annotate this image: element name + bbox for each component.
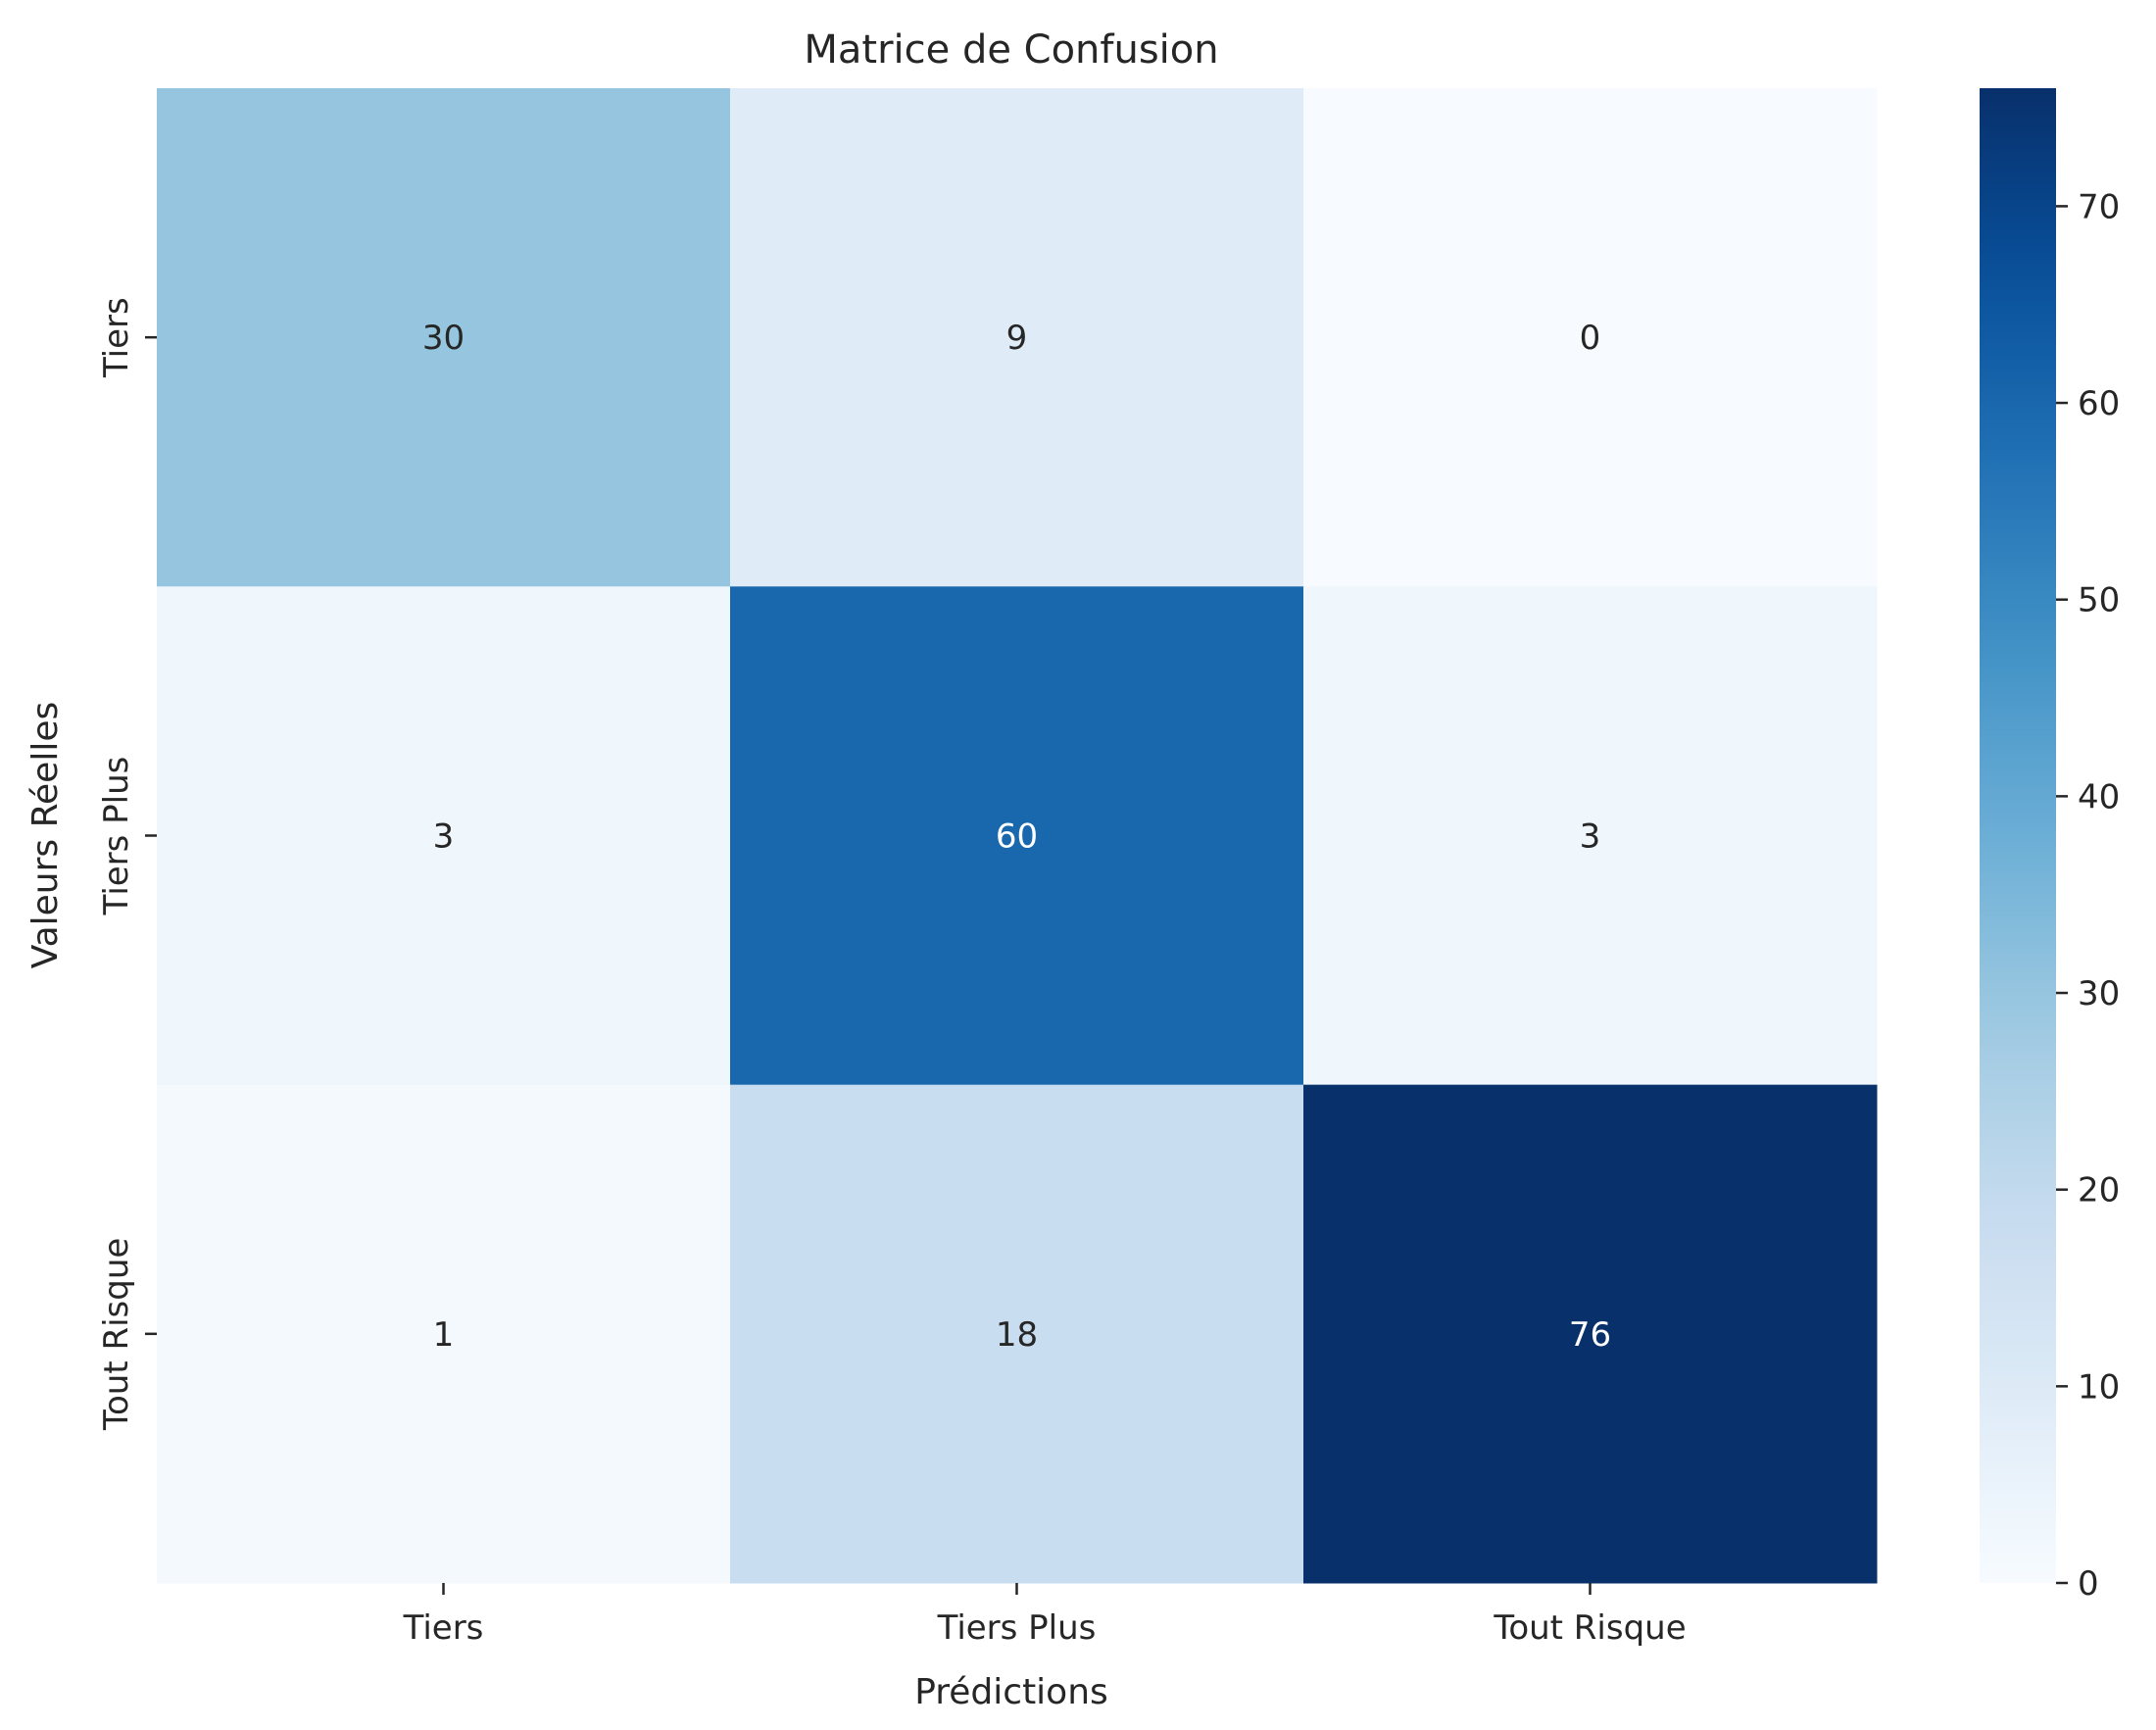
cell-value-r0-c0: 30: [422, 319, 465, 358]
cell-value-r2-c0: 1: [433, 1315, 455, 1355]
x-tick-label-tiers-plus: Tiers Plus: [937, 1608, 1097, 1648]
heatmap-cell-r2-c2: [1303, 1084, 1878, 1584]
colorbar-tick-label-0: 0: [2078, 1564, 2099, 1604]
heatmap-cell-r1-c1: [730, 586, 1304, 1086]
chart-title: Matrice de Confusion: [804, 27, 1218, 73]
x-tick-label-tiers: Tiers: [403, 1608, 484, 1648]
heatmap-cell-r1-c0: [157, 586, 731, 1086]
heatmap-cell-labels: 30 9 0 3 60 3 1 18 76: [422, 319, 1611, 1355]
x-axis-label: Prédictions: [914, 1672, 1108, 1712]
colorbar-tick-label-40: 40: [2078, 777, 2120, 816]
cell-value-r0-c1: 9: [1006, 319, 1028, 358]
cell-value-r1-c0: 3: [433, 817, 455, 857]
colorbar-tick-label-60: 60: [2078, 384, 2120, 423]
colorbar-tick-label-70: 70: [2078, 187, 2120, 226]
x-axis-ticks: Tiers Tiers Plus Tout Risque: [403, 1583, 1687, 1648]
colorbar-tick-label-50: 50: [2078, 581, 2120, 620]
y-tick-label-tiers-plus: Tiers Plus: [97, 757, 136, 916]
y-axis-label: Valeurs Réelles: [25, 702, 66, 968]
heatmap-cell-r0-c1: [730, 88, 1304, 587]
x-tick-label-tout-risque: Tout Risque: [1493, 1608, 1686, 1648]
heatmap-cell-r1-c2: [1303, 586, 1878, 1086]
colorbar-tick-label-30: 30: [2078, 974, 2120, 1013]
cell-value-r1-c2: 3: [1580, 817, 1601, 857]
heatmap-cell-r0-c2: [1303, 88, 1878, 587]
y-tick-label-tiers: Tiers: [97, 297, 136, 378]
cell-value-r0-c2: 0: [1580, 319, 1601, 358]
heatmap-cell-r2-c1: [730, 1084, 1304, 1584]
heatmap-cell-r0-c0: [157, 88, 731, 587]
colorbar: 0 10 20 30 40 50 60 70: [1980, 88, 2120, 1604]
heatmap-cell-r2-c0: [157, 1084, 731, 1584]
colorbar-tick-label-20: 20: [2078, 1171, 2120, 1211]
colorbar-tick-label-10: 10: [2078, 1367, 2120, 1407]
y-tick-label-tout-risque: Tout Risque: [97, 1238, 136, 1431]
cell-value-r2-c1: 18: [996, 1315, 1038, 1355]
cell-value-r1-c1: 60: [996, 817, 1038, 857]
heatmap-cells: [157, 88, 1878, 1584]
colorbar-gradient: [1980, 88, 2056, 1583]
cell-value-r2-c2: 76: [1569, 1315, 1611, 1355]
y-axis-ticks: Tiers Tiers Plus Tout Risque: [97, 297, 157, 1431]
